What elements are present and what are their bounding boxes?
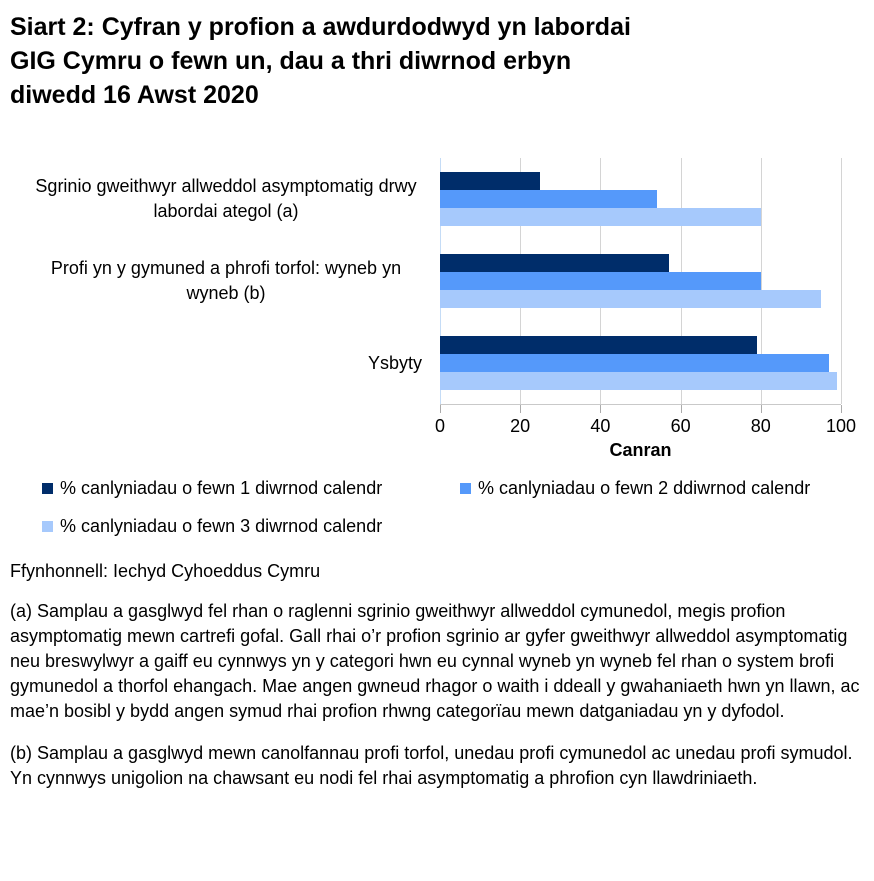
x-tick-label: 60 [670, 416, 691, 436]
x-tick-label: 40 [590, 416, 611, 436]
legend-label: % canlyniadau o fewn 1 diwrnod calendr [60, 478, 383, 498]
x-tick-label: 80 [750, 416, 771, 436]
bar-3-day [440, 372, 837, 390]
category-label: Ysbyty [0, 322, 422, 404]
chart-legend: % canlyniadau o fewn 1 diwrnod calendr % … [42, 478, 874, 537]
category-label-text: Sgrinio gweithwyr allweddol asymptomatig… [35, 176, 417, 221]
bar-chart: Sgrinio gweithwyr allweddol asymptomatig… [0, 158, 874, 460]
legend-swatch-icon [460, 483, 471, 494]
x-tick-mark [440, 405, 441, 413]
footnote-a: (a) Samplau a gasglwyd fel rhan o raglen… [10, 601, 860, 721]
x-tick-label: 20 [510, 416, 531, 436]
x-axis-line [440, 404, 841, 405]
x-tick-label: 0 [434, 416, 446, 436]
bar-3-day [440, 290, 821, 308]
bar-1-day [440, 336, 757, 354]
category-axis-labels: Sgrinio gweithwyr allweddol asymptomatig… [0, 158, 430, 404]
category-label-text: Ysbyty [367, 352, 422, 373]
bar-1-day [440, 172, 541, 190]
legend-item-3-day: % canlyniadau o fewn 3 diwrnod calendr [42, 516, 460, 537]
gridline [841, 158, 842, 404]
category-label-text: Profi yn y gymuned a phrofi torfol: wyne… [50, 258, 402, 303]
bar-1-day [440, 254, 669, 272]
legend-swatch-icon [42, 521, 53, 532]
page-title-line: diwedd 16 Awst 2020 [10, 81, 259, 109]
bar-2-day [440, 354, 829, 372]
x-tick-mark [760, 405, 762, 413]
x-tick-mark [520, 405, 522, 413]
source-note: Ffynhonnell: Iechyd Cyhoeddus Cymru [10, 561, 321, 581]
x-tick-mark [680, 405, 682, 413]
x-tick-mark [841, 405, 842, 413]
bar-2-day [440, 190, 657, 208]
x-tick-mark [600, 405, 602, 413]
page-title-line: GIG Cymru o fewn un, dau a thri diwrnod … [10, 47, 572, 75]
legend-item-1-day: % canlyniadau o fewn 1 diwrnod calendr [42, 478, 460, 499]
footnote-b: (b) Samplau a gasglwyd mewn canolfannau … [10, 743, 853, 788]
plot-area: Canran 0 20 40 60 80 100 [435, 158, 856, 460]
legend-label: % canlyniadau o fewn 2 ddiwrnod calendr [478, 478, 811, 498]
x-axis-title: Canran [609, 440, 672, 460]
bar-3-day [440, 208, 761, 226]
bar-2-day [440, 272, 761, 290]
legend-item-2-day: % canlyniadau o fewn 2 ddiwrnod calendr [460, 478, 874, 499]
gridline [760, 158, 762, 404]
x-tick-label: 100 [825, 416, 857, 436]
legend-label: % canlyniadau o fewn 3 diwrnod calendr [60, 516, 383, 536]
page-title: Siart 2: Cyfran y profion a awdurdodwyd … [10, 10, 722, 112]
category-label: Sgrinio gweithwyr allweddol asymptomatig… [0, 158, 422, 240]
category-label: Profi yn y gymuned a phrofi torfol: wyne… [0, 240, 422, 322]
page-title-line: Siart 2: Cyfran y profion a awdurdodwyd … [10, 13, 631, 41]
legend-swatch-icon [42, 483, 53, 494]
